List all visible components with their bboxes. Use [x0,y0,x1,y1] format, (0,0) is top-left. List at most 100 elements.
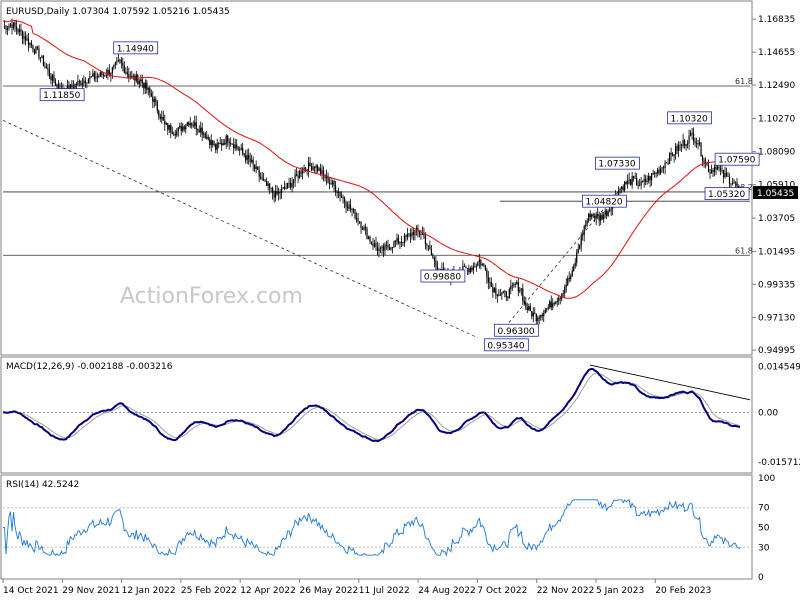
candle-body [132,75,134,77]
candle-body [525,303,527,308]
candle-body [529,306,531,312]
price-annotation-label: 1.14940 [117,44,154,54]
candle-body [433,258,436,261]
candle-body [293,180,295,183]
candle-body [594,215,596,219]
candle-body [652,173,654,175]
candle-body [252,159,254,165]
rsi-axis-label: 0 [758,573,764,583]
candle-body [719,167,722,171]
candle-body [309,162,311,167]
candle-body [375,243,377,248]
candle-body [381,246,383,248]
candle-body [537,317,539,322]
candle-body [168,124,170,130]
fib-level-label: 61.8 [735,246,753,255]
candle-body [123,65,125,73]
candle-body [158,110,160,117]
candle-body [424,236,427,245]
time-axis-label: 22 Nov 2022 [537,586,595,596]
price-axis-label: 1.05910 [758,181,795,191]
candle-body [372,243,374,247]
candle-body [346,206,349,209]
candle-body [3,26,6,28]
candle-body [574,262,576,267]
candle-body [92,73,94,77]
candle-body [84,80,86,84]
candle-body [397,237,400,244]
candle-body [360,222,362,229]
candle-body [501,293,503,295]
price-annotation-box [420,269,466,283]
candle-body [233,144,235,149]
candle-body [177,127,179,132]
candle-body [412,232,415,236]
candle-body [219,143,221,145]
candle-body [388,247,391,250]
candle-body [138,81,140,84]
candle-body [237,147,239,150]
candle-body [234,144,236,149]
candle-body [137,74,139,84]
candle-body [418,231,421,235]
candle-body [264,180,266,182]
macd-trend-line [589,364,751,401]
current-price-tag [753,186,798,199]
candle-body [41,56,43,58]
candle-body [263,178,265,181]
candle-body [207,136,209,140]
candle-body [498,294,500,297]
candle-body [718,166,720,168]
candle-body [604,210,606,215]
price-layer: 61.838.261.81.149401.118501.103201.07330… [2,18,760,351]
time-axis-label: 12 Jan 2022 [122,586,176,596]
candle-body [722,170,725,178]
candle-body [361,228,364,230]
candle-body [176,131,178,136]
candle-body [508,289,510,298]
candle-body [48,69,51,77]
candle-body [278,191,280,194]
price-annotation-label: 1.04820 [585,198,622,208]
candle-body [17,29,19,33]
candle-body [33,50,36,54]
candle-body [319,168,322,174]
candle-body [649,175,651,181]
candle-body [170,124,172,132]
time-axis-label: 20 Feb 2023 [655,586,711,596]
candle-body [555,302,557,304]
candle-body [658,169,660,174]
candle-body [276,191,278,194]
price-axis-label: 0.99335 [758,280,795,290]
candle-body [688,135,690,144]
candle-body [243,153,245,156]
candle-body [654,172,656,175]
candle-body [519,289,521,292]
time-axis-label: 12 Apr 2022 [240,586,296,596]
candle-body [553,303,555,305]
candle-body [376,247,379,251]
candle-body [481,264,483,266]
candle-body [30,43,33,46]
macd-axis-label: 0.00 [758,408,778,418]
rsi-axis-label: 50 [758,524,770,534]
candle-body [484,265,486,270]
candle-body [559,298,561,299]
candle-body [642,181,644,182]
candle-body [618,189,620,196]
candle-body [228,141,230,144]
candle-body [716,166,719,170]
time-axis-label: 26 May 2022 [300,586,359,596]
candle-body [600,214,602,221]
candle-body [417,228,419,232]
candle-body [609,209,611,212]
candle-body [213,144,215,146]
candle-body [430,249,433,255]
candle-body [337,192,340,193]
price-axis-label: 1.01495 [758,248,795,258]
candle-body [120,59,122,63]
candle-body [113,64,115,68]
axis-layer: 1.16835 1.14655 1.12490 1.10270 1.08090 1.059… [2,15,795,596]
candle-body [27,38,30,45]
candle-body [603,214,605,220]
